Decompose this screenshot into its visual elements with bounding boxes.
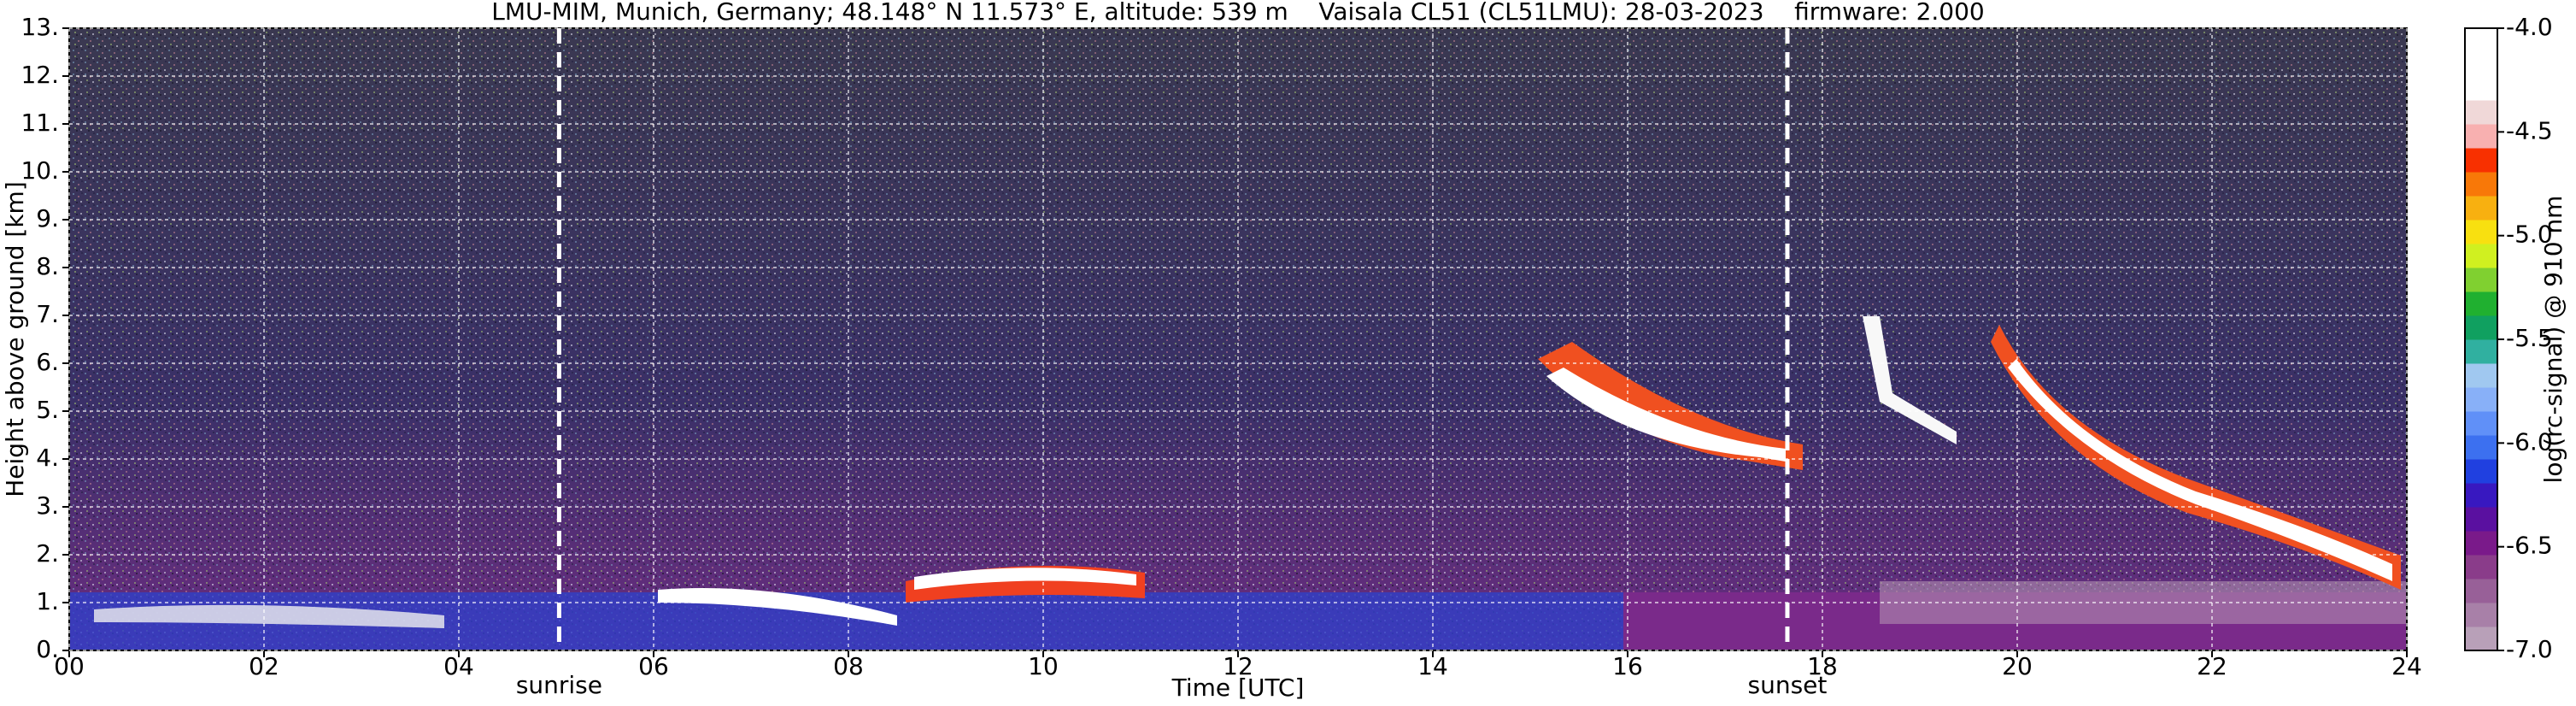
event-label: sunrise xyxy=(516,671,602,699)
x-tick-label: 00 xyxy=(54,652,85,680)
y-tick-label: 1. xyxy=(36,587,59,615)
colorbar-segment xyxy=(2465,291,2497,316)
x-tick-label: 22 xyxy=(2197,652,2227,680)
colorbar-segment xyxy=(2465,363,2497,388)
y-tick-label: 2. xyxy=(36,539,59,568)
y-tick-label: 9. xyxy=(36,204,59,232)
colorbar-segment xyxy=(2465,603,2497,627)
x-tick-label: 16 xyxy=(1612,652,1643,680)
colorbar-segment xyxy=(2465,531,2497,556)
y-tick-label: 5. xyxy=(36,396,59,424)
colorbar-segment xyxy=(2465,124,2497,149)
y-tick-label: 8. xyxy=(36,252,59,280)
x-tick-label: 18 xyxy=(1807,652,1838,680)
x-tick-label: 04 xyxy=(443,652,474,680)
colorbar-segment xyxy=(2465,507,2497,532)
x-tick-label: 08 xyxy=(833,652,864,680)
x-tick-label: 20 xyxy=(2002,652,2033,680)
colorbar-segment xyxy=(2465,411,2497,436)
y-tick-label: 4. xyxy=(36,444,59,472)
colorbar-segment xyxy=(2465,268,2497,292)
colorbar-tick-label: -6.0 xyxy=(2506,427,2553,456)
y-tick-label: 7. xyxy=(36,300,59,328)
colorbar-segment xyxy=(2465,435,2497,460)
x-axis-label: Time [UTC] xyxy=(1171,674,1305,702)
y-tick-label: 0. xyxy=(36,635,59,663)
colorbar-segment xyxy=(2465,100,2497,125)
colorbar-tick-label: -7.0 xyxy=(2506,635,2553,663)
colorbar-segment xyxy=(2465,555,2497,580)
x-tick-label: 24 xyxy=(2391,652,2422,680)
colorbar-segment xyxy=(2465,483,2497,508)
colorbar-segment xyxy=(2465,196,2497,221)
colorbar-segment xyxy=(2465,220,2497,244)
colorbar-tick-label: -5.0 xyxy=(2506,221,2553,249)
y-axis-label: Height above ground [km] xyxy=(1,181,29,497)
colorbar-segment xyxy=(2465,339,2497,364)
chart-title: LMU-MIM, Munich, Germany; 48.148° N 11.5… xyxy=(491,0,1985,26)
y-tick-label: 11. xyxy=(21,109,59,137)
colorbar-segment xyxy=(2465,244,2497,268)
colorbar-segment xyxy=(2465,76,2497,101)
colorbar-segment xyxy=(2465,28,2497,53)
colorbar-tick-label: -6.5 xyxy=(2506,532,2553,560)
y-tick-label: 12. xyxy=(21,61,59,89)
x-tick-label: 14 xyxy=(1417,652,1448,680)
y-tick-label: 10. xyxy=(21,156,59,185)
y-tick-label: 6. xyxy=(36,348,59,376)
y-tick-label: 13. xyxy=(21,13,59,41)
colorbar-segment xyxy=(2465,459,2497,484)
colorbar-label: log(rc-signal) @ 910 nm xyxy=(2539,196,2567,484)
colorbar-tick-label: -5.5 xyxy=(2506,324,2553,352)
x-tick-label: 12 xyxy=(1223,652,1253,680)
colorbar-segment xyxy=(2465,387,2497,412)
colorbar-tick-label: -4.0 xyxy=(2506,13,2553,41)
x-tick-label: 10 xyxy=(1028,652,1059,680)
x-tick-label: 06 xyxy=(638,652,669,680)
colorbar-tick-label: -4.5 xyxy=(2506,116,2553,144)
colorbar-segment xyxy=(2465,315,2497,340)
colorbar-segment xyxy=(2465,148,2497,173)
y-tick-label: 3. xyxy=(36,491,59,520)
colorbar-segment xyxy=(2465,52,2497,77)
colorbar-segment xyxy=(2465,579,2497,603)
colorbar-segment xyxy=(2465,627,2497,651)
x-tick-label: 02 xyxy=(249,652,279,680)
event-label: sunset xyxy=(1748,671,1828,699)
colorbar-segment xyxy=(2465,172,2497,197)
